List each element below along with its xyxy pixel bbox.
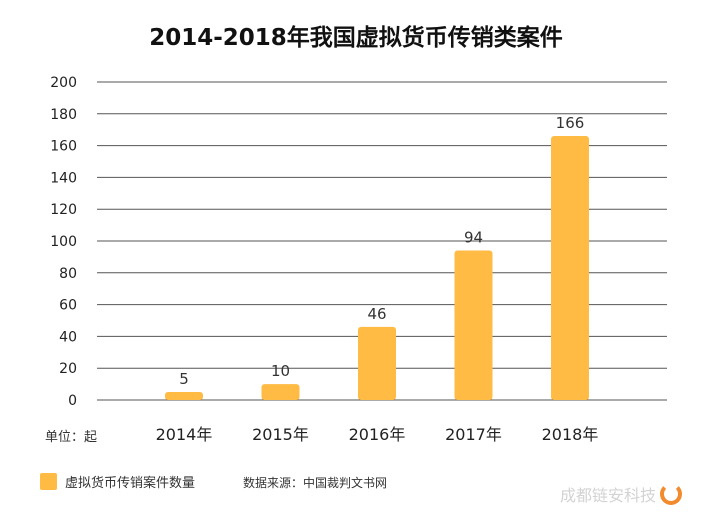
bar bbox=[358, 326, 396, 400]
y-tick-label: 200 bbox=[50, 75, 77, 91]
chart-title: 2014-2018年我国虚拟货币传销类案件 bbox=[149, 25, 563, 51]
y-tick-label: 140 bbox=[50, 170, 77, 186]
watermark-text: 成都链安科技 bbox=[560, 486, 657, 505]
y-tick-label: 40 bbox=[59, 329, 77, 345]
y-tick-label: 0 bbox=[68, 393, 77, 409]
bars bbox=[165, 136, 589, 400]
data-label: 10 bbox=[271, 362, 290, 380]
y-tick-label: 80 bbox=[59, 266, 77, 282]
x-tick-label: 2015年 bbox=[252, 425, 309, 444]
y-tick-label: 120 bbox=[50, 202, 77, 218]
watermark: 成都链安科技 bbox=[560, 480, 683, 508]
bar bbox=[165, 392, 203, 400]
circle-logo-icon bbox=[660, 483, 683, 505]
unit-label: 单位：起 bbox=[45, 430, 98, 445]
data-label: 94 bbox=[464, 229, 483, 247]
y-tick-label: 60 bbox=[59, 298, 77, 314]
legend: 虚拟货币传销案件数量 bbox=[40, 471, 195, 491]
legend-label: 虚拟货币传销案件数量 bbox=[65, 475, 196, 491]
bar bbox=[261, 384, 300, 400]
legend-swatch bbox=[40, 472, 57, 490]
x-tick-labels: 2014年 2015年 2016年 2017年 2018年 bbox=[156, 425, 599, 444]
y-tick-label: 100 bbox=[50, 234, 77, 250]
x-tick-label: 2018年 bbox=[542, 425, 599, 444]
y-tick-label: 180 bbox=[50, 107, 77, 123]
data-label: 5 bbox=[179, 370, 189, 388]
y-tick-label: 20 bbox=[59, 361, 77, 377]
bar bbox=[551, 136, 589, 400]
y-tick-labels: 0 20 40 60 80 100 120 140 160 180 200 bbox=[50, 75, 77, 409]
y-tick-label: 160 bbox=[50, 139, 77, 155]
source-note: 数据来源：中国裁判文书网 bbox=[243, 476, 388, 490]
x-tick-label: 2016年 bbox=[349, 425, 406, 444]
x-tick-label: 2017年 bbox=[445, 425, 502, 444]
data-label: 46 bbox=[367, 305, 386, 323]
data-labels: 5 10 46 94 166 bbox=[179, 114, 584, 388]
bar bbox=[454, 250, 493, 400]
data-label: 166 bbox=[556, 114, 585, 132]
x-tick-label: 2014年 bbox=[156, 425, 213, 444]
